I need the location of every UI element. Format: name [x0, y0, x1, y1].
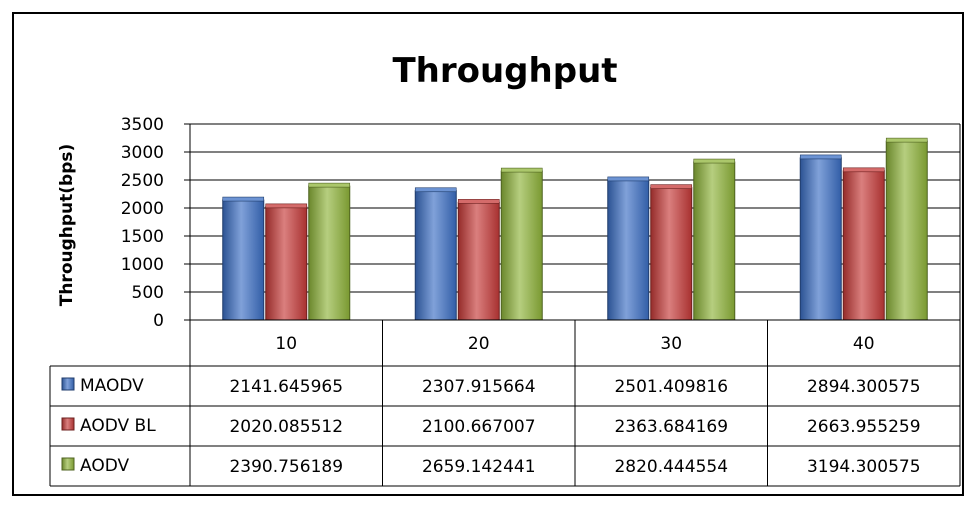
bar-maodv-40 — [799, 157, 842, 321]
bar-aodv-40 — [885, 140, 928, 321]
x-tick-label: 40 — [853, 334, 875, 354]
data-label: 2307.915664 — [422, 377, 536, 397]
bar-top-face — [885, 137, 928, 143]
bar-top-face — [457, 199, 500, 204]
data-label: 2390.756189 — [229, 457, 343, 477]
y-tick-label: 1500 — [121, 227, 164, 247]
bar-top-face — [842, 167, 885, 173]
data-label: 3194.300575 — [807, 457, 921, 477]
data-label: 2363.684169 — [614, 417, 728, 437]
bar-maodv-10 — [222, 199, 265, 321]
y-tick-label: 3000 — [121, 143, 164, 163]
data-label: 2894.300575 — [807, 377, 921, 397]
data-label: 2663.955259 — [807, 417, 921, 437]
legend-label: MAODV — [80, 376, 144, 396]
bar-top-face — [265, 203, 308, 209]
legend-swatch-aodv — [61, 457, 75, 471]
legend-swatch-maodv — [61, 377, 75, 391]
y-tick-label: 3500 — [121, 115, 164, 135]
chart-title: Throughput — [392, 51, 617, 91]
legend-label: AODV — [80, 456, 130, 476]
bar-top-face — [650, 184, 693, 189]
y-tick-label: 2500 — [121, 171, 164, 191]
bar-top-face — [414, 187, 457, 193]
legend-label: AODV BL — [80, 416, 156, 436]
y-tick-label: 500 — [132, 283, 164, 303]
bar-aodv-20 — [500, 170, 543, 321]
bar-top-face — [693, 158, 736, 164]
y-tick-label: 0 — [153, 311, 164, 331]
y-tick-label: 2000 — [121, 199, 164, 219]
data-label: 2100.667007 — [422, 417, 536, 437]
bar-aodv-bl-10 — [265, 206, 308, 321]
bar-top-face — [308, 182, 351, 188]
data-label: 2820.444554 — [614, 457, 728, 477]
y-axis-label: Throughput(bps) — [57, 144, 77, 307]
data-label: 2020.085512 — [229, 417, 343, 437]
bar-maodv-30 — [607, 179, 650, 321]
x-tick-label: 20 — [468, 334, 490, 354]
data-label: 2141.645965 — [229, 377, 343, 397]
bar-maodv-20 — [414, 190, 457, 321]
bar-top-face — [799, 154, 842, 160]
x-tick-label: 10 — [275, 334, 297, 354]
bar-aodv-10 — [308, 185, 351, 321]
x-tick-label: 30 — [660, 334, 682, 354]
bar-aodv-30 — [693, 161, 736, 321]
bar-aodv-bl-40 — [842, 170, 885, 321]
bar-top-face — [607, 176, 650, 182]
plot-area: 0 500 1000 1500 2000 2500 3000 3500 — [121, 115, 961, 331]
bar-aodv-bl-20 — [457, 201, 500, 321]
data-table: 10 20 30 40 MAODV 2141.645965 2307.915664 2501.… — [49, 319, 961, 487]
bar-top-face — [500, 167, 543, 173]
legend-swatch-aodv-bl — [61, 417, 75, 431]
data-label: 2659.142441 — [422, 457, 536, 477]
y-tick-label: 1000 — [121, 255, 164, 275]
bar-top-face — [222, 196, 265, 202]
bar-aodv-bl-30 — [650, 187, 693, 321]
data-label: 2501.409816 — [614, 377, 728, 397]
